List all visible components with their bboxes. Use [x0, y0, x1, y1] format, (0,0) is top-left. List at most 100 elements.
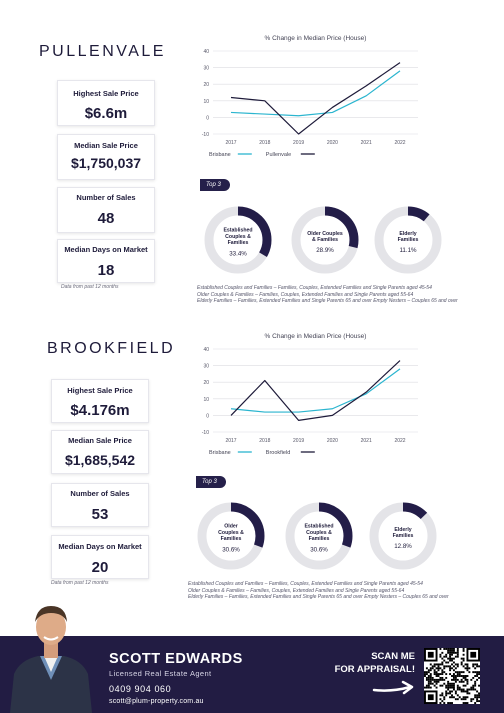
x-tick-label: 2021 [361, 438, 372, 444]
chart-title: % Change in Median Price (House) [265, 35, 367, 42]
legend-label: Brisbane [209, 450, 231, 456]
median-sale-price-card: Median Sale Price $1,750,037 [57, 134, 155, 180]
donut-chart: Older Couples& Families 28.9% [291, 206, 359, 274]
stat-value: 48 [97, 210, 115, 227]
stat-label: Median Days on Market [58, 542, 142, 551]
legend-label: Brisbane [209, 152, 231, 158]
highest-sale-price-card: Highest Sale Price $6.6m [57, 80, 155, 126]
x-tick-label: 2022 [394, 438, 405, 444]
stat-label: Number of Sales [70, 489, 130, 498]
y-tick-label: 0 [206, 115, 209, 121]
donut-value: 30.6% [310, 546, 328, 553]
demographic-footnote: Established Couples and Families – Famil… [197, 285, 458, 305]
footnote-line: Older Couples & Families – Families, Cou… [188, 587, 405, 594]
stat-label: Number of Sales [76, 193, 136, 202]
footnote-line: Older Couples & Families – Families, Cou… [197, 291, 414, 298]
donut-segment [197, 502, 265, 570]
suburb-title: BROOKFIELD [47, 340, 176, 357]
y-tick-label: -10 [202, 132, 209, 138]
top3-badge: Top 3 [196, 476, 226, 488]
series-line-brisbane [230, 70, 401, 117]
arrow-right-icon [372, 680, 414, 695]
stat-label: Median Days on Market [64, 245, 148, 254]
y-tick-label: 30 [203, 66, 209, 72]
chart-title: % Change in Median Price (House) [265, 333, 367, 340]
agent-photo [10, 606, 92, 713]
y-tick-label: 10 [203, 397, 209, 403]
x-tick-label: 2018 [259, 438, 270, 444]
qr-code[interactable] [424, 648, 480, 704]
donut-label: Older Couples [307, 231, 343, 237]
agent-phone-link[interactable]: 0409 904 060 [109, 684, 172, 694]
donut-label: Elderly [394, 527, 411, 533]
donut-segment [291, 206, 359, 274]
donut-label: & Families [312, 237, 338, 243]
stat-label: Median Sale Price [68, 436, 132, 445]
donut-label: Older [224, 524, 238, 530]
median-sale-price-card: Median Sale Price $1,685,542 [51, 430, 149, 474]
x-tick-label: 2020 [327, 438, 338, 444]
x-tick-label: 2022 [394, 140, 405, 146]
donut-segment [204, 206, 272, 274]
data-note: Data from past 12 months [51, 580, 109, 586]
donut-value: 30.6% [222, 546, 240, 553]
median-days-on-market-card: Median Days on Market 20 [51, 535, 149, 579]
donut-label: Established [223, 228, 252, 234]
y-tick-label: 40 [203, 49, 209, 55]
scan-prompt: SCAN ME FOR APPRAISAL! [305, 650, 415, 676]
highest-sale-price-card: Highest Sale Price $4.176m [51, 379, 149, 423]
data-note: Data from past 12 months [61, 284, 119, 290]
agent-email-link[interactable]: scott@plum-property.com.au [109, 698, 204, 705]
footnote-line: Elderly Families – Families, Extended Fa… [197, 298, 458, 304]
stat-value: 20 [91, 559, 109, 576]
donut-label: Couples & [218, 530, 244, 536]
number-of-sales-card: Number of Sales 48 [57, 187, 155, 233]
agent-name: SCOTT EDWARDS [109, 651, 243, 667]
scan-line: SCAN ME [371, 651, 415, 662]
donut-label: Families [221, 536, 242, 542]
stat-value: 53 [91, 506, 109, 523]
donut-value: 33.4% [229, 250, 247, 257]
y-tick-label: 40 [203, 347, 209, 353]
series-line-brisbane [230, 368, 401, 413]
y-tick-label: 10 [203, 99, 209, 105]
donut-label: Families [398, 237, 419, 243]
scan-line: FOR APPRAISAL! [334, 664, 415, 675]
series-line-brookfield [230, 360, 401, 421]
stat-value: $1,685,542 [64, 452, 136, 468]
series-line-pullenvale [230, 62, 401, 135]
donut-value: 28.9% [316, 247, 334, 254]
stat-label: Highest Sale Price [67, 386, 133, 395]
demographic-footnote: Established Couples and Families – Famil… [188, 581, 449, 601]
suburb-title: PULLENVALE [39, 43, 166, 60]
median-days-on-market-card: Median Days on Market 18 [57, 239, 155, 283]
donut-label: Couples & [306, 530, 332, 536]
stat-value: $4.176m [70, 402, 130, 419]
stat-label: Median Sale Price [74, 141, 138, 150]
x-tick-label: 2017 [225, 140, 236, 146]
stat-value: 18 [97, 262, 115, 279]
donut-segment [369, 502, 437, 570]
x-tick-label: 2021 [361, 140, 372, 146]
agent-role: Licensed Real Estate Agent [109, 669, 212, 678]
y-tick-label: 30 [203, 364, 209, 370]
x-tick-label: 2018 [259, 140, 270, 146]
x-tick-label: 2019 [293, 140, 304, 146]
top3-badge: Top 3 [200, 179, 230, 191]
donut-label: Families [228, 240, 249, 246]
y-tick-label: -10 [202, 430, 209, 436]
x-tick-label: 2020 [327, 140, 338, 146]
donut-value: 12.8% [394, 543, 412, 550]
donut-label: Elderly [399, 231, 416, 237]
donut-label: Families [309, 536, 330, 542]
donut-label: Established [304, 524, 333, 530]
legend-label: Brookfield [266, 450, 290, 456]
number-of-sales-card: Number of Sales 53 [51, 483, 149, 527]
x-tick-label: 2019 [293, 438, 304, 444]
footnote-line: Established Couples and Families – Famil… [188, 581, 423, 587]
stat-label: Highest Sale Price [73, 89, 139, 98]
